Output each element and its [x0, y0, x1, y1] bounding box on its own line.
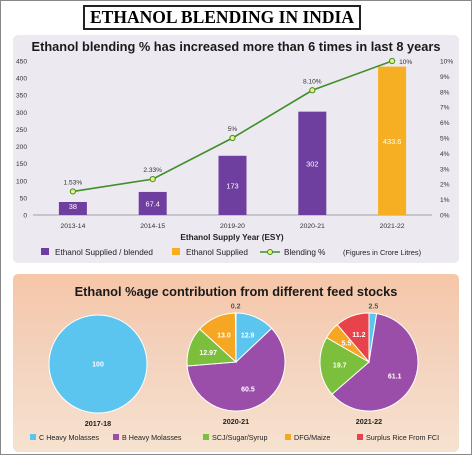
- y2-tick-label: 8%: [440, 89, 450, 96]
- y-tick-label: 50: [20, 195, 28, 202]
- x-axis-title: Ethanol Supply Year (ESY): [180, 233, 283, 242]
- pie-value-label: 13.0: [217, 333, 231, 340]
- blending-point-label: 1.53%: [64, 179, 83, 186]
- bar-value-label: 433.6: [383, 137, 402, 146]
- blending-point-label: 2.33%: [143, 167, 162, 174]
- pie-year-label: 2017-18: [85, 419, 111, 428]
- y2-tick-label: 4%: [440, 151, 450, 158]
- x-tick-label: 2021-22: [380, 223, 405, 230]
- blending-point-label: 8.10%: [303, 78, 322, 85]
- pie-legend-label: Surplus Rice From FCI: [366, 433, 439, 442]
- bars-group: 38 67.4 173 302 433.6: [58, 66, 407, 215]
- page-title: ETHANOL BLENDING IN INDIA: [83, 5, 361, 30]
- bar: [298, 111, 327, 215]
- pie-value-label: 0.2: [231, 304, 241, 311]
- bar: [218, 155, 247, 215]
- x-tick-label: 2020-21: [300, 223, 325, 230]
- feedstock-pie-charts: Ethanol %age contribution from different…: [30, 284, 439, 442]
- pie-legend-label: C Heavy Molasses: [39, 433, 99, 442]
- pie-year-label: 2020-21: [223, 417, 249, 426]
- bar: [378, 66, 407, 215]
- pie-slice: [336, 312, 370, 364]
- pie-slice: [319, 336, 370, 395]
- pie-slice: [234, 312, 237, 363]
- pie-legend-swatch: [357, 434, 363, 440]
- pie-slice: [331, 313, 419, 412]
- pie-legend-label: DFG/Maize: [294, 433, 330, 442]
- x-tick-label: 2019-20: [220, 223, 245, 230]
- y-axis-left: 0 50 100 150 200 250 300 350 400 450: [16, 59, 27, 220]
- y2-tick-label: 1%: [440, 197, 450, 204]
- y2-tick-label: 2%: [440, 182, 450, 189]
- pie-value-label: 12.97: [199, 350, 217, 357]
- pie-legend-swatch: [30, 434, 36, 440]
- bar-value-label: 67.4: [146, 199, 160, 208]
- pie-legend-label: SCJ/Sugar/Syrup: [212, 433, 268, 442]
- legend-label-supplied-blended: Ethanol Supplied / blended: [55, 248, 153, 257]
- y-tick-label: 250: [16, 127, 27, 134]
- pie-slice: [186, 327, 286, 412]
- y-tick-label: 0: [23, 213, 27, 220]
- pie-legend-swatch: [113, 434, 119, 440]
- y-tick-label: 350: [16, 93, 27, 100]
- blending-point: [229, 134, 236, 142]
- pie-year-label: 2021-22: [356, 417, 382, 426]
- pie-value-label: 2.5: [369, 304, 379, 311]
- bar-value-label: 38: [69, 202, 77, 211]
- x-tick-label: 2014-15: [140, 223, 165, 230]
- blending-point-label: 10%: [399, 59, 412, 66]
- pie-legend-swatch: [285, 434, 291, 440]
- legend-label-supplied: Ethanol Supplied: [186, 248, 248, 257]
- blending-bar-chart: Ethanol blending % has increased more th…: [16, 39, 453, 257]
- pie-legend: C Heavy Molasses B Heavy Molasses SCJ/Suga…: [30, 433, 439, 442]
- x-ticks: 2013-14 2014-15 2019-20 2020-21 2021-22: [60, 223, 404, 230]
- y-axis-right: 0% 1% 2% 3% 4% 5% 6% 7% 8% 9% 10%: [440, 59, 453, 220]
- pie-legend-label: B Heavy Molasses: [122, 433, 182, 442]
- pie-value-label: 11.2: [352, 332, 365, 339]
- y2-tick-label: 9%: [440, 74, 450, 81]
- bar-value-label: 173: [226, 181, 238, 190]
- bar: [138, 191, 167, 215]
- y2-tick-label: 3%: [440, 166, 450, 173]
- legend-marker-blending: [267, 249, 273, 255]
- y-tick-label: 100: [16, 178, 27, 185]
- blending-point: [149, 176, 156, 183]
- pie-value-label: 19.7: [333, 362, 347, 369]
- pie-chart-title: Ethanol %age contribution from different…: [75, 284, 398, 299]
- pies-group: 100 2017-18 12.9 60.5 12.97 13.0 0.2 2020-21 2.5…: [48, 304, 419, 428]
- units-note: (Figures in Crore Litres): [343, 248, 421, 257]
- pie-value-label: 5.5: [342, 341, 352, 348]
- blending-point: [309, 87, 316, 94]
- legend-label-blending: Blending %: [284, 248, 325, 257]
- y-tick-label: 450: [16, 59, 27, 66]
- pie-value-label: 12.9: [241, 333, 255, 340]
- x-tick-label: 2013-14: [60, 223, 85, 230]
- blending-point: [389, 57, 396, 65]
- pie-slice: [48, 314, 148, 414]
- y2-tick-label: 0%: [440, 213, 450, 220]
- y-tick-label: 300: [16, 110, 27, 117]
- blending-point: [69, 188, 77, 195]
- pie-legend-swatch: [203, 434, 209, 440]
- blending-point-label: 5%: [228, 126, 238, 133]
- bar-chart-title: Ethanol blending % has increased more th…: [32, 39, 441, 54]
- y-tick-label: 200: [16, 144, 27, 151]
- y-tick-label: 400: [16, 76, 27, 83]
- blending-line: 1.53% 2.33% 5% 8.10% 10%: [64, 57, 412, 195]
- legend-swatch-supplied: [172, 248, 180, 255]
- pie-value-label: 100: [92, 362, 104, 369]
- y2-tick-label: 10%: [440, 59, 453, 66]
- pie-value-label: 60.5: [241, 386, 255, 393]
- bar-value-label: 302: [306, 159, 318, 168]
- pie-value-label: 61.1: [388, 374, 402, 381]
- bar: [58, 201, 87, 215]
- y2-tick-label: 7%: [440, 105, 450, 112]
- y2-tick-label: 5%: [440, 136, 450, 143]
- y2-tick-label: 6%: [440, 120, 450, 127]
- legend-swatch-supplied-blended: [41, 248, 49, 255]
- y-tick-label: 150: [16, 161, 27, 168]
